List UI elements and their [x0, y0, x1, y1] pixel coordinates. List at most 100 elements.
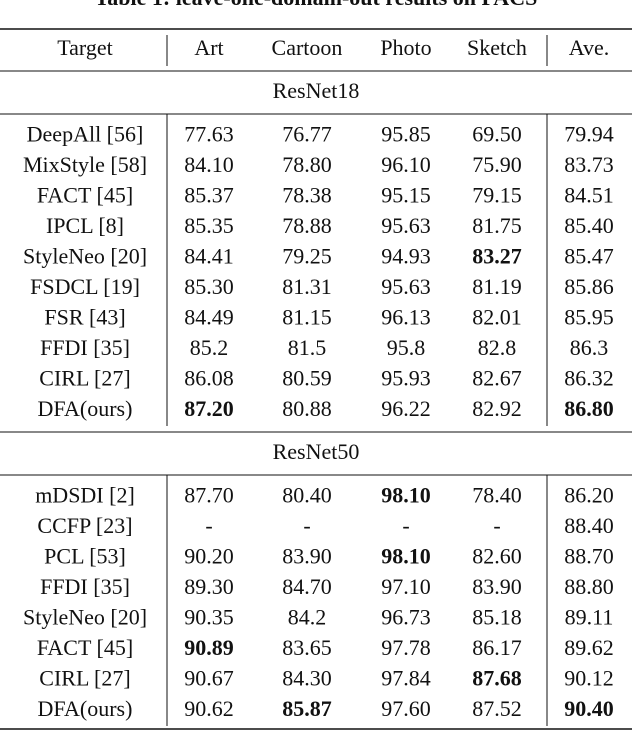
value-cell: 82.8 — [478, 335, 517, 360]
value-cell: 87.70 — [184, 482, 234, 507]
value-cell: 98.10 — [381, 482, 431, 507]
value-cell: 84.30 — [282, 665, 332, 690]
header-cell: Art — [194, 35, 223, 60]
method-cell: FFDI [35] — [40, 335, 130, 360]
method-cell: FACT [45] — [37, 635, 133, 660]
header-cell: Cartoon — [272, 35, 343, 60]
value-cell: 95.63 — [381, 213, 431, 238]
value-cell: 96.10 — [381, 152, 431, 177]
value-cell: 77.63 — [184, 121, 234, 146]
value-cell: 88.70 — [564, 543, 614, 568]
value-cell: 86.17 — [472, 635, 522, 660]
value-cell: 81.31 — [282, 274, 332, 299]
method-cell: CIRL [27] — [39, 665, 130, 690]
value-cell: 85.35 — [184, 213, 234, 238]
value-cell: 81.15 — [282, 304, 332, 329]
method-cell: MixStyle [58] — [23, 152, 147, 177]
method-cell: StyleNeo [20] — [23, 243, 147, 268]
value-cell: 82.92 — [472, 396, 522, 421]
value-cell: 86.08 — [184, 365, 234, 390]
method-cell: FSDCL [19] — [30, 274, 140, 299]
value-cell: 95.15 — [381, 182, 431, 207]
section-label: ResNet50 — [273, 439, 360, 464]
value-cell: 76.77 — [282, 121, 332, 146]
value-cell: 90.12 — [564, 665, 614, 690]
value-cell: 90.89 — [184, 635, 234, 660]
value-cell: 80.40 — [282, 482, 332, 507]
value-cell: 84.2 — [288, 604, 327, 629]
value-cell: 86.20 — [564, 482, 614, 507]
value-cell: 75.90 — [472, 152, 522, 177]
method-cell: CIRL [27] — [39, 365, 130, 390]
method-cell: CCFP [23] — [37, 513, 132, 538]
method-cell: PCL [53] — [44, 543, 126, 568]
value-cell: 98.10 — [381, 543, 431, 568]
value-cell: 87.20 — [184, 396, 234, 421]
header-cell: Photo — [380, 35, 431, 60]
method-cell: mDSDI [2] — [35, 482, 135, 507]
value-cell: - — [402, 513, 409, 538]
value-cell: 90.20 — [184, 543, 234, 568]
value-cell: 97.78 — [381, 635, 431, 660]
method-cell: DFA(ours) — [38, 696, 133, 721]
value-cell: 97.84 — [381, 665, 431, 690]
value-cell: 84.10 — [184, 152, 234, 177]
value-cell: 83.73 — [564, 152, 614, 177]
value-cell: 85.2 — [190, 335, 229, 360]
section-label: ResNet18 — [273, 78, 360, 103]
method-cell: FACT [45] — [37, 182, 133, 207]
method-cell: FFDI [35] — [40, 574, 130, 599]
value-cell: 97.60 — [381, 696, 431, 721]
value-cell: - — [493, 513, 500, 538]
value-cell: 84.70 — [282, 574, 332, 599]
header-cell: Ave. — [569, 35, 610, 60]
value-cell: 78.38 — [282, 182, 332, 207]
value-cell: 96.73 — [381, 604, 431, 629]
value-cell: 81.5 — [288, 335, 327, 360]
value-cell: 90.62 — [184, 696, 234, 721]
value-cell: 90.67 — [184, 665, 234, 690]
value-cell: 85.30 — [184, 274, 234, 299]
value-cell: 85.95 — [564, 304, 614, 329]
value-cell: 80.59 — [282, 365, 332, 390]
value-cell: 95.63 — [381, 274, 431, 299]
value-cell: 83.65 — [282, 635, 332, 660]
value-cell: 89.62 — [564, 635, 614, 660]
value-cell: 90.35 — [184, 604, 234, 629]
value-cell: 85.47 — [564, 243, 614, 268]
method-cell: StyleNeo [20] — [23, 604, 147, 629]
method-cell: DeepAll [56] — [27, 121, 144, 146]
value-cell: 79.15 — [472, 182, 522, 207]
value-cell: 83.27 — [472, 243, 522, 268]
value-cell: 79.25 — [282, 243, 332, 268]
value-cell: 85.40 — [564, 213, 614, 238]
value-cell: 89.11 — [565, 604, 614, 629]
value-cell: 94.93 — [381, 243, 431, 268]
value-cell: 96.13 — [381, 304, 431, 329]
value-cell: 78.88 — [282, 213, 332, 238]
value-cell: 89.30 — [184, 574, 234, 599]
value-cell: - — [205, 513, 212, 538]
value-cell: 82.01 — [472, 304, 522, 329]
value-cell: 87.68 — [472, 665, 522, 690]
value-cell: 88.40 — [564, 513, 614, 538]
value-cell: 82.67 — [472, 365, 522, 390]
value-cell: 80.88 — [282, 396, 332, 421]
value-cell: 85.18 — [472, 604, 522, 629]
value-cell: 83.90 — [472, 574, 522, 599]
value-cell: 87.52 — [472, 696, 522, 721]
value-cell: 78.40 — [472, 482, 522, 507]
value-cell: 84.51 — [564, 182, 614, 207]
header-cell: Target — [57, 35, 112, 60]
value-cell: 82.60 — [472, 543, 522, 568]
value-cell: 96.22 — [381, 396, 431, 421]
value-cell: - — [303, 513, 310, 538]
value-cell: 84.49 — [184, 304, 234, 329]
table-title: Table 1: leave-one-domain-out results on… — [95, 0, 538, 10]
value-cell: 97.10 — [381, 574, 431, 599]
value-cell: 95.85 — [381, 121, 431, 146]
method-cell: DFA(ours) — [38, 396, 133, 421]
value-cell: 90.40 — [564, 696, 614, 721]
value-cell: 81.75 — [472, 213, 522, 238]
value-cell: 85.87 — [282, 696, 332, 721]
